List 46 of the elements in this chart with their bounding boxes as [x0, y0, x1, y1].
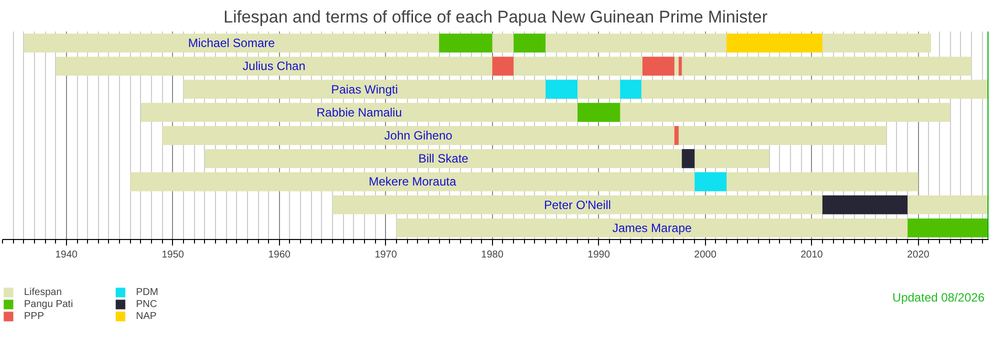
bar	[822, 195, 908, 214]
legend-label: Lifespan	[24, 286, 63, 298]
legend-label: PNC	[136, 298, 158, 310]
bar	[674, 126, 679, 145]
bar	[184, 80, 988, 99]
bar	[620, 80, 642, 99]
bar	[492, 56, 514, 76]
x-tick-label: 1960	[268, 250, 291, 260]
bar	[162, 126, 886, 145]
legend-label: PPP	[24, 310, 46, 322]
bar	[678, 56, 682, 76]
y-tick-label: Mekere Morauta	[368, 174, 456, 189]
bar	[642, 56, 674, 76]
y-tick-label: Peter O'Neill	[544, 198, 611, 212]
text: Updated 08/2026	[892, 290, 985, 305]
bar	[694, 172, 727, 192]
bar	[908, 218, 988, 238]
legend-label: NAP	[136, 310, 158, 322]
bar	[140, 102, 950, 122]
x-tick-label: 1950	[162, 250, 184, 260]
legend-label: Pangu Pati	[24, 298, 74, 310]
x-tick-label: 2020	[907, 250, 930, 260]
x-tick-label: 2010	[800, 250, 824, 260]
y-tick-label: Rabbie Namaliu	[316, 105, 402, 120]
y-tick-label: Bill Skate	[418, 152, 469, 166]
bar	[682, 149, 695, 168]
y-tick-label: Michael Somare	[188, 36, 276, 50]
x-tick-label: 1980	[481, 250, 504, 260]
y-tick-label: Julius Chan	[242, 59, 306, 74]
bar	[546, 80, 578, 99]
x-tick-label: 1940	[55, 250, 78, 260]
y-tick-label: John Giheno	[384, 128, 453, 142]
y-tick-label: James Marape	[612, 220, 692, 235]
x-tick-label: 1970	[374, 250, 398, 260]
legend-label: PDM	[136, 286, 160, 298]
y-tick-label: Paias Wingti	[331, 82, 398, 96]
bar	[726, 34, 822, 53]
chart-title: Lifespan and terms of office of each Papua New Guinean Prime Minister	[224, 8, 768, 26]
x-tick-label: 2000	[694, 250, 717, 260]
bar	[204, 149, 770, 168]
bar	[130, 172, 918, 192]
bar	[439, 34, 492, 53]
x-tick-label: 1990	[588, 250, 610, 260]
bar	[577, 102, 620, 122]
bar	[514, 34, 546, 53]
bar	[56, 56, 972, 76]
